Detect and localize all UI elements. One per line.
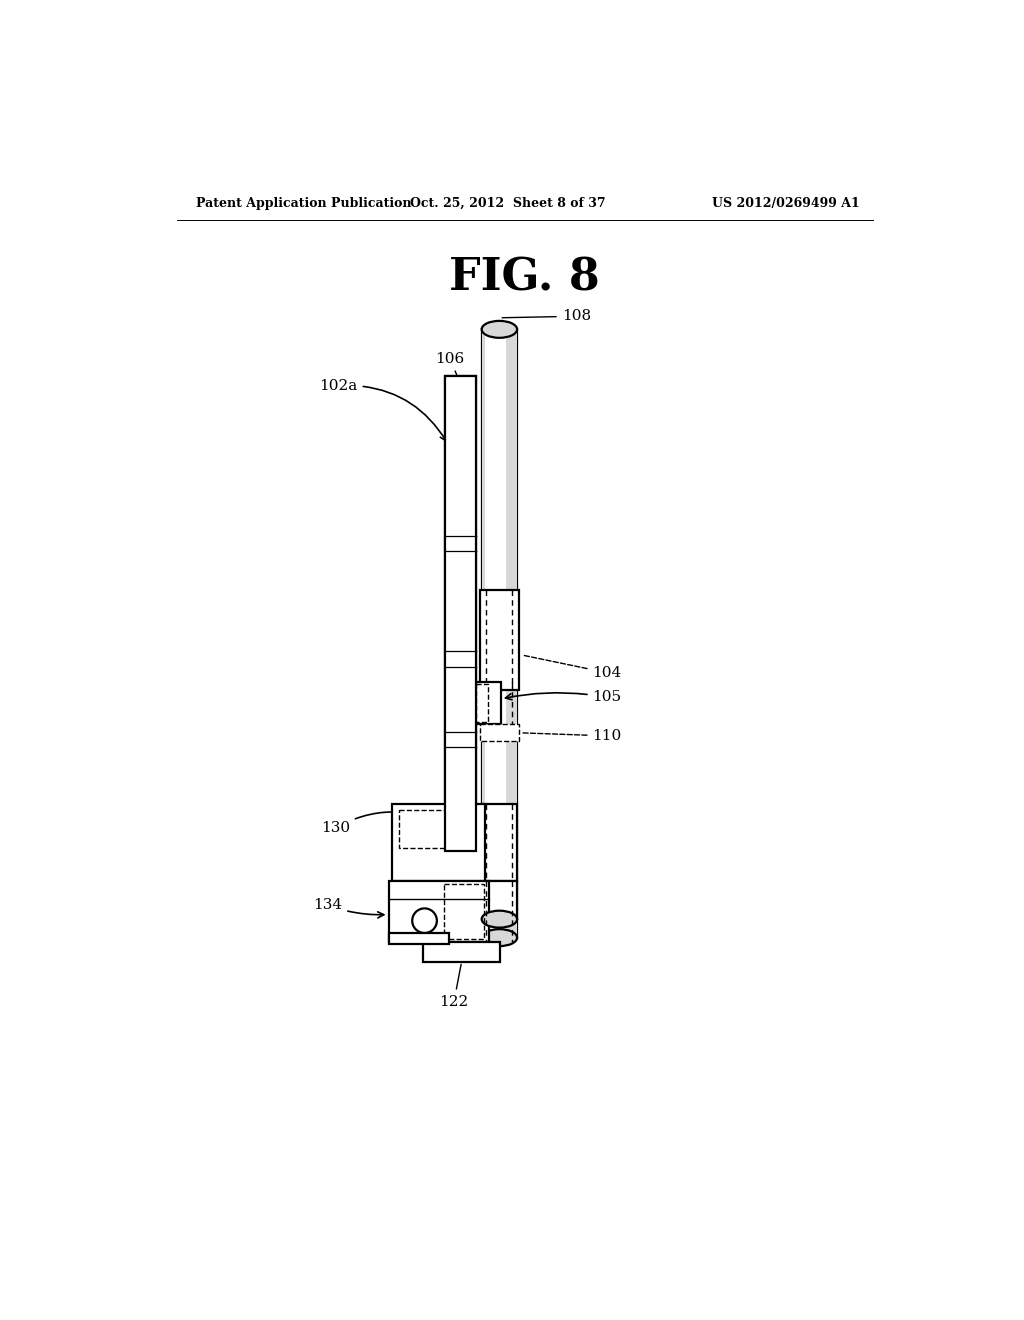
Bar (444, 376, 475, 851)
Bar (481, 330, 517, 937)
Bar (481, 880, 517, 919)
Text: 122: 122 (439, 964, 469, 1008)
Bar (388, 880, 488, 942)
Bar (481, 330, 484, 937)
Ellipse shape (481, 911, 517, 928)
Text: 104: 104 (523, 655, 622, 680)
Text: FIG. 8: FIG. 8 (450, 256, 600, 300)
Text: US 2012/0269499 A1: US 2012/0269499 A1 (712, 197, 860, 210)
Bar (480, 725, 518, 742)
Text: 106: 106 (435, 351, 465, 380)
Bar (443, 884, 483, 940)
Bar (481, 804, 517, 880)
Text: 130: 130 (321, 810, 415, 836)
Text: 108: 108 (502, 309, 591, 323)
Bar (423, 942, 500, 961)
Text: 102a: 102a (319, 379, 446, 441)
Text: Patent Application Publication: Patent Application Publication (196, 197, 412, 210)
Ellipse shape (481, 321, 517, 338)
Bar (507, 330, 517, 937)
Bar (388, 933, 449, 944)
Bar (444, 376, 475, 851)
Bar (476, 684, 488, 722)
Text: Oct. 25, 2012  Sheet 8 of 37: Oct. 25, 2012 Sheet 8 of 37 (410, 197, 605, 210)
Ellipse shape (481, 929, 517, 946)
Bar (474, 682, 501, 725)
Text: 110: 110 (523, 729, 622, 743)
Text: 105: 105 (506, 690, 622, 705)
Bar (398, 810, 469, 849)
Bar (392, 804, 484, 880)
Bar (480, 590, 518, 689)
Text: 134: 134 (313, 899, 384, 917)
